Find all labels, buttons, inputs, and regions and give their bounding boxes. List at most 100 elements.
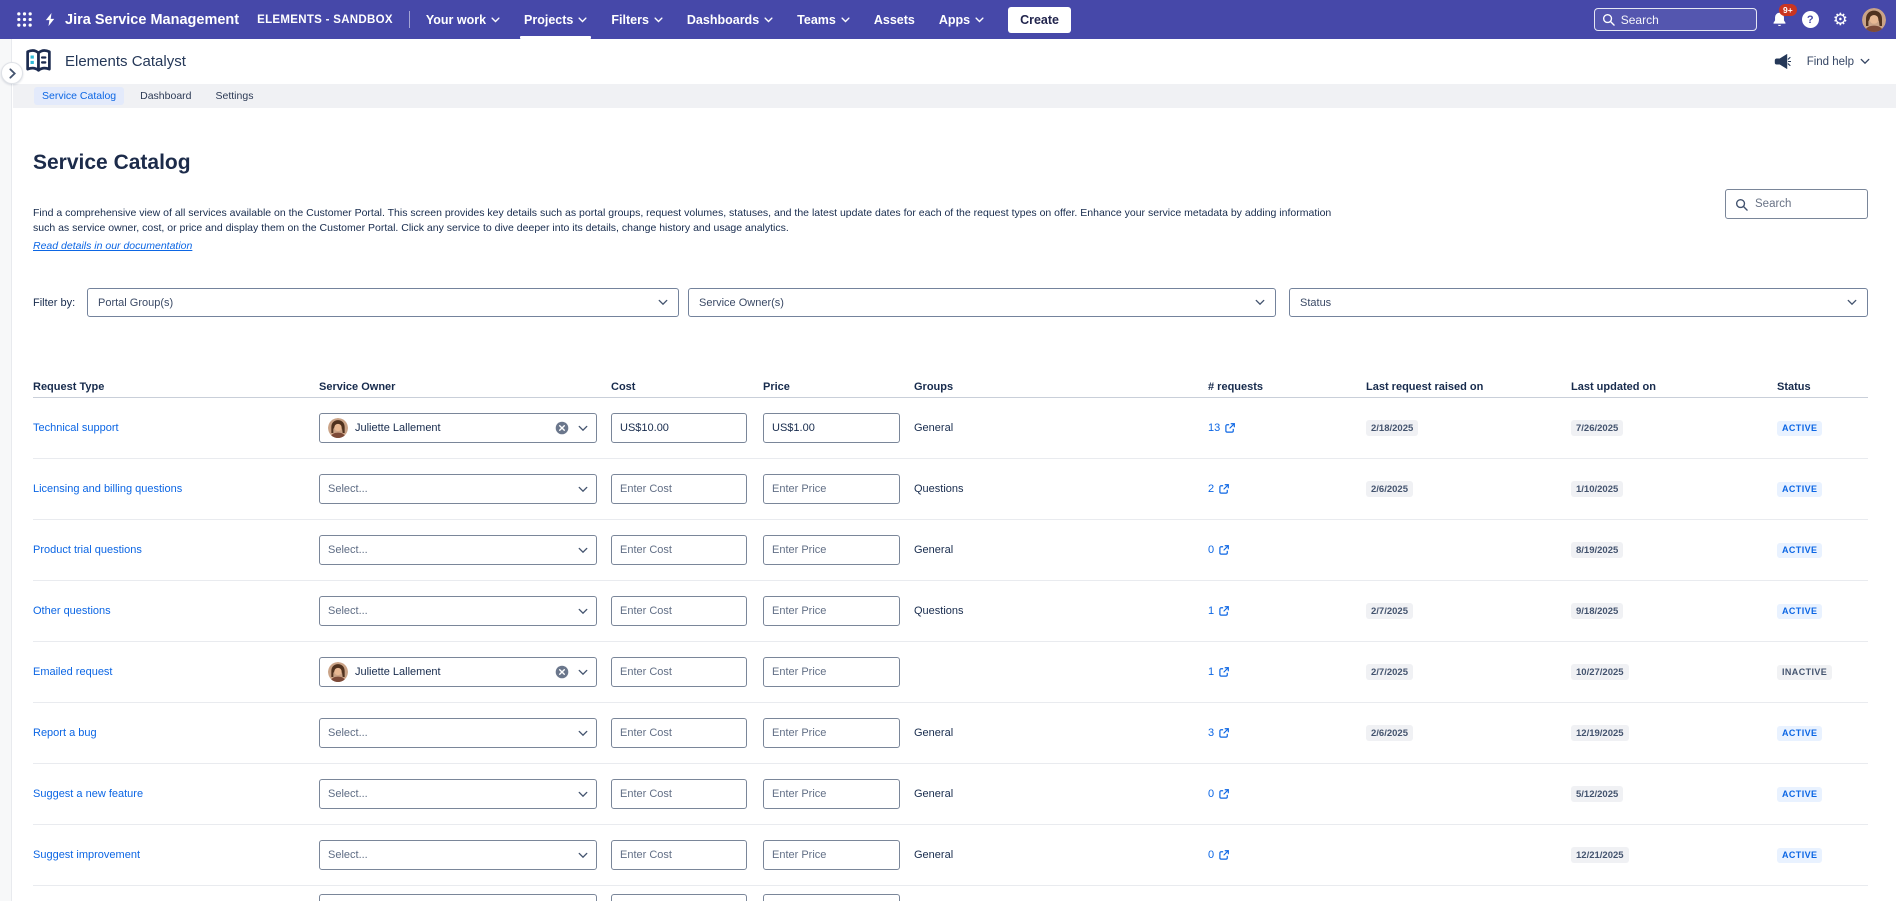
filter-select[interactable]: Status: [1289, 288, 1868, 317]
requests-count-link[interactable]: 2: [1208, 483, 1230, 495]
request-type-link[interactable]: Product trial questions: [33, 544, 142, 556]
chevron-down-icon: [578, 791, 588, 797]
filter-by-label: Filter by:: [33, 296, 76, 309]
nav-menu-item[interactable]: Teams: [785, 0, 862, 39]
tab[interactable]: Settings: [215, 90, 254, 102]
nav-menu-item[interactable]: Projects: [512, 0, 599, 39]
groups-cell: General: [914, 727, 954, 739]
cost-input[interactable]: [611, 474, 747, 504]
nav-menu-item[interactable]: Filters: [599, 0, 675, 39]
project-badge: ELEMENTS - SANDBOX: [257, 13, 393, 26]
column-header: Price: [763, 381, 790, 393]
request-type-link[interactable]: Suggest improvement: [33, 849, 140, 861]
table-row: Select...: [33, 886, 1868, 901]
request-type-link[interactable]: Emailed request: [33, 666, 113, 678]
groups-cell: General: [914, 422, 954, 434]
status-badge: INACTIVE: [1777, 664, 1833, 680]
nav-menu-item[interactable]: Your work: [414, 0, 512, 39]
request-type-link[interactable]: Other questions: [33, 605, 111, 617]
cost-input[interactable]: [611, 413, 747, 443]
help-icon[interactable]: ?: [1801, 11, 1819, 28]
requests-count-link[interactable]: 3: [1208, 727, 1230, 739]
cost-input[interactable]: [611, 894, 747, 901]
announcement-icon[interactable]: [1774, 54, 1791, 69]
chevron-down-icon: [1860, 58, 1870, 65]
left-rail: [0, 39, 23, 901]
user-avatar[interactable]: [1862, 7, 1886, 32]
documentation-link[interactable]: Read details in our documentation: [33, 240, 193, 252]
cost-input[interactable]: [611, 596, 747, 626]
requests-count-link[interactable]: 13: [1208, 422, 1236, 434]
price-input[interactable]: [763, 413, 900, 443]
nav-menu-item[interactable]: Dashboards: [675, 0, 785, 39]
select-placeholder: Select...: [328, 727, 368, 739]
price-input[interactable]: [763, 779, 900, 809]
cost-input[interactable]: [611, 718, 747, 748]
requests-count-link[interactable]: 0: [1208, 849, 1230, 861]
price-input[interactable]: [763, 840, 900, 870]
service-owner-select[interactable]: Select...: [319, 535, 597, 565]
app-switcher-icon[interactable]: [8, 11, 41, 28]
notification-bell-icon[interactable]: 9+: [1771, 4, 1797, 28]
price-input[interactable]: [763, 894, 900, 901]
cost-input[interactable]: [611, 779, 747, 809]
request-type-link[interactable]: Licensing and billing questions: [33, 483, 183, 495]
requests-count-link[interactable]: 1: [1208, 605, 1230, 617]
tab[interactable]: Dashboard: [140, 90, 192, 102]
external-link-icon: [1219, 667, 1230, 677]
filter-select[interactable]: Portal Group(s): [87, 288, 679, 317]
service-owner-select[interactable]: Select...: [319, 474, 597, 504]
request-type-link[interactable]: Suggest a new feature: [33, 788, 144, 800]
create-button[interactable]: Create: [1008, 6, 1072, 33]
request-type-link[interactable]: Technical support: [33, 422, 119, 434]
last-request-raised-badge: 2/7/2025: [1366, 603, 1413, 619]
nav-divider: [408, 11, 410, 28]
column-header: Request Type: [33, 381, 105, 393]
chevron-down-icon: [491, 16, 500, 22]
external-link-icon: [1219, 850, 1230, 860]
price-input[interactable]: [763, 718, 900, 748]
price-input[interactable]: [763, 535, 900, 565]
groups-cell: General: [914, 544, 954, 556]
owner-avatar: [328, 418, 348, 438]
groups-cell: Questions: [914, 605, 964, 617]
column-header: Last request raised on: [1366, 381, 1484, 393]
brand-home-link[interactable]: Jira Service Management: [43, 11, 239, 28]
chevron-down-icon: [975, 16, 984, 22]
service-owner-select[interactable]: Select...: [319, 779, 597, 809]
column-header: Groups: [914, 381, 954, 393]
expand-sidebar-button[interactable]: [1, 62, 23, 84]
service-owner-select[interactable]: Juliette Lallement: [319, 657, 597, 687]
clear-owner-icon[interactable]: [555, 665, 569, 679]
cost-input[interactable]: [611, 535, 747, 565]
service-owner-select[interactable]: Select...: [319, 840, 597, 870]
nav-menu-item[interactable]: Assets: [873, 12, 915, 27]
nav-search-input[interactable]: [1620, 12, 1731, 27]
service-owner-select[interactable]: Select...: [319, 894, 597, 901]
service-owner-select[interactable]: Select...: [319, 596, 597, 626]
catalog-search-input[interactable]: [1755, 198, 1855, 210]
requests-count-link[interactable]: 1: [1208, 666, 1230, 678]
cost-input[interactable]: [611, 840, 747, 870]
filter-select[interactable]: Service Owner(s): [688, 288, 1276, 317]
nav-menu-item[interactable]: Apps: [927, 0, 996, 39]
request-type-link[interactable]: Report a bug: [33, 727, 97, 739]
price-input[interactable]: [763, 657, 900, 687]
tab[interactable]: Service Catalog: [34, 87, 125, 105]
price-input[interactable]: [763, 474, 900, 504]
last-updated-badge: 12/21/2025: [1571, 847, 1629, 863]
price-input[interactable]: [763, 596, 900, 626]
service-owner-select[interactable]: Select...: [319, 718, 597, 748]
gear-icon[interactable]: ⚙: [1832, 10, 1848, 29]
service-owner-select[interactable]: Juliette Lallement: [319, 413, 597, 443]
clear-owner-icon[interactable]: [555, 421, 569, 435]
cost-input[interactable]: [611, 657, 747, 687]
chevron-down-icon: [578, 852, 588, 858]
requests-count-link[interactable]: 0: [1208, 788, 1230, 800]
status-badge: ACTIVE: [1777, 847, 1823, 863]
external-link-icon: [1225, 423, 1236, 433]
requests-count-link[interactable]: 0: [1208, 544, 1230, 556]
find-help-menu[interactable]: Find help: [1807, 56, 1870, 68]
table-header-row: Request Type Service Owner Cost Price Groups…: [33, 377, 1868, 398]
